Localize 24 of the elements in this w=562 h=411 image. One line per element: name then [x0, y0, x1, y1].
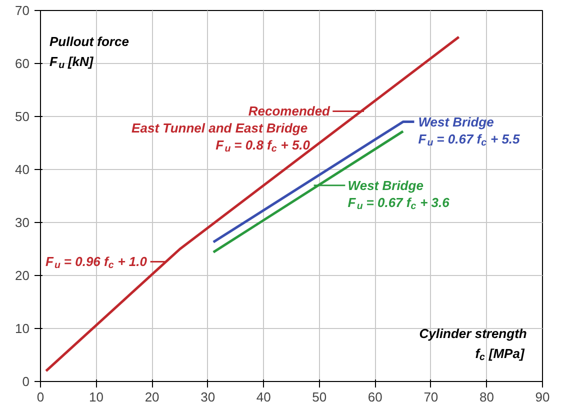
y-tick-label: 60: [15, 56, 30, 71]
x-tick-label: 0: [36, 390, 44, 404]
y-tick-label: 20: [15, 268, 30, 283]
annotation: Recomended: [248, 104, 332, 119]
x-tick-label: 60: [368, 390, 382, 404]
y-tick-label: 30: [15, 215, 30, 230]
x-tick-label: 20: [144, 390, 160, 404]
annotation: West Bridge: [418, 114, 494, 130]
x-tick-label: 90: [535, 390, 550, 404]
y-tick-label: 70: [15, 3, 30, 18]
y-tick-label: 10: [15, 321, 30, 336]
x-tick-label: 50: [312, 390, 327, 404]
x-axis-title: Cylinder strength: [419, 326, 527, 341]
x-tick-label: 40: [256, 390, 271, 404]
annotation: West Bridge: [348, 178, 424, 193]
x-tick-label: 30: [200, 390, 216, 404]
x-tick-label: 70: [424, 390, 438, 404]
y-tick-label: 40: [15, 162, 30, 177]
x-tick-label: 80: [479, 390, 494, 404]
y-axis-title: Pullout force: [50, 34, 129, 49]
x-tick-label: 10: [89, 390, 104, 404]
annotation: East Tunnel and East Bridge: [132, 120, 308, 136]
y-tick-label: 50: [15, 109, 30, 124]
y-tick-label: 0: [22, 374, 30, 389]
